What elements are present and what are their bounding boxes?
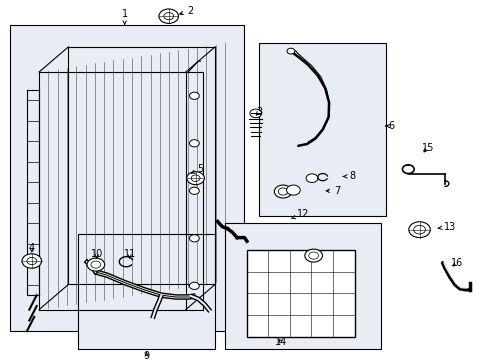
Text: 10: 10 [90, 249, 103, 259]
Bar [246, 250, 354, 337]
Circle shape [189, 187, 199, 194]
Text: 16: 16 [450, 258, 463, 268]
Circle shape [159, 9, 178, 23]
Circle shape [163, 13, 173, 20]
Text: 5: 5 [191, 164, 203, 174]
Circle shape [87, 258, 104, 271]
Circle shape [274, 185, 291, 198]
Text: 11: 11 [123, 249, 136, 259]
Text: 2: 2 [180, 6, 193, 16]
Circle shape [189, 235, 199, 242]
Circle shape [189, 92, 199, 99]
Text: 15: 15 [421, 143, 433, 153]
Circle shape [308, 252, 318, 259]
Circle shape [408, 222, 429, 238]
Circle shape [186, 172, 204, 185]
Text: 7: 7 [325, 186, 340, 196]
Circle shape [286, 48, 294, 54]
Circle shape [191, 175, 200, 181]
Circle shape [304, 249, 322, 262]
Text: 4: 4 [29, 243, 35, 253]
Bar [10, 25, 244, 331]
Circle shape [189, 282, 199, 289]
Text: 14: 14 [274, 337, 287, 347]
Text: 8: 8 [343, 171, 354, 181]
Bar [224, 223, 381, 349]
Circle shape [27, 257, 37, 265]
Text: 9: 9 [143, 351, 149, 360]
Bar [78, 234, 215, 349]
Circle shape [91, 261, 101, 268]
Circle shape [305, 174, 317, 183]
Circle shape [278, 188, 287, 195]
Text: 1: 1 [122, 9, 127, 25]
Text: 3: 3 [256, 107, 262, 117]
Text: 13: 13 [437, 222, 455, 232]
Bar [259, 43, 386, 216]
Circle shape [249, 109, 261, 118]
Circle shape [413, 225, 425, 234]
Circle shape [189, 140, 199, 147]
Text: 6: 6 [385, 121, 393, 131]
Circle shape [286, 185, 300, 195]
Circle shape [22, 254, 41, 268]
Text: 12: 12 [291, 209, 309, 219]
